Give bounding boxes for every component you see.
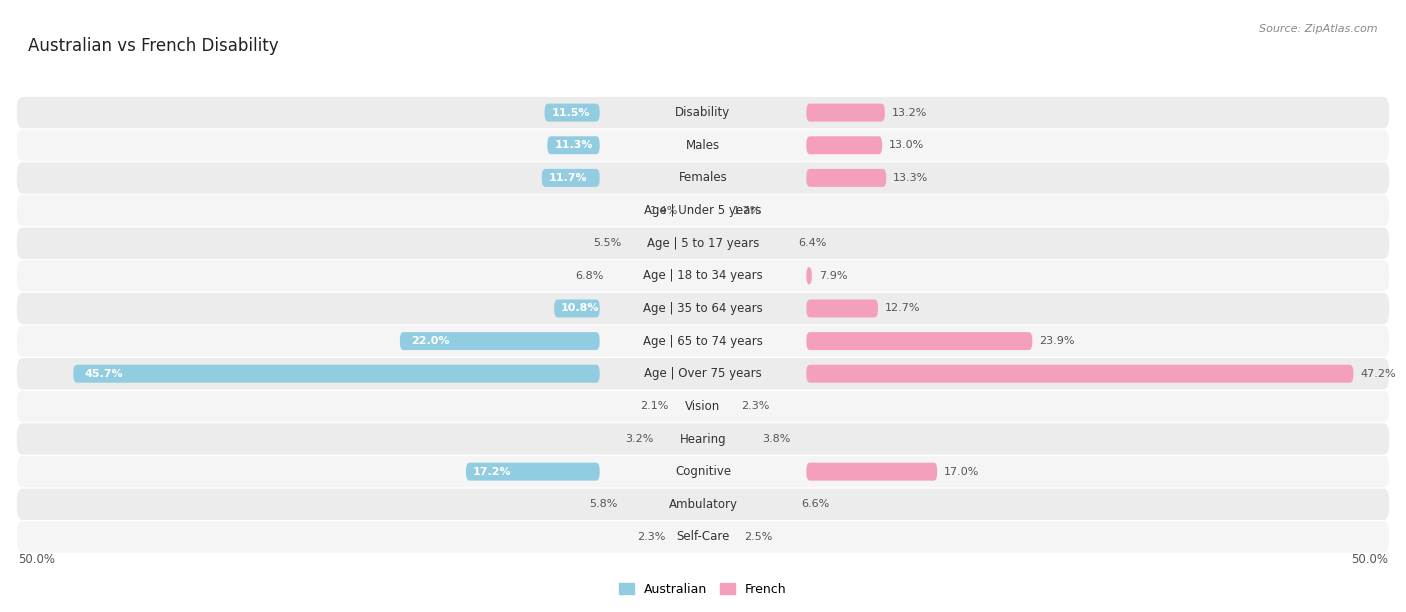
Text: Age | Over 75 years: Age | Over 75 years <box>644 367 762 380</box>
FancyBboxPatch shape <box>17 390 1389 422</box>
FancyBboxPatch shape <box>547 136 599 154</box>
Text: 45.7%: 45.7% <box>84 368 122 379</box>
Text: 11.5%: 11.5% <box>551 108 591 118</box>
FancyBboxPatch shape <box>17 358 1389 389</box>
FancyBboxPatch shape <box>465 463 599 480</box>
FancyBboxPatch shape <box>17 130 1389 161</box>
Text: 1.7%: 1.7% <box>734 206 762 215</box>
Text: 5.8%: 5.8% <box>589 499 617 509</box>
Text: Australian vs French Disability: Australian vs French Disability <box>28 37 278 54</box>
Text: 17.0%: 17.0% <box>945 466 980 477</box>
FancyBboxPatch shape <box>807 365 1354 382</box>
Text: Self-Care: Self-Care <box>676 531 730 543</box>
FancyBboxPatch shape <box>17 195 1389 226</box>
FancyBboxPatch shape <box>544 103 599 122</box>
Text: Age | 5 to 17 years: Age | 5 to 17 years <box>647 237 759 250</box>
Text: 23.9%: 23.9% <box>1039 336 1074 346</box>
FancyBboxPatch shape <box>17 488 1389 520</box>
FancyBboxPatch shape <box>807 267 811 285</box>
Text: Hearing: Hearing <box>679 433 727 446</box>
FancyBboxPatch shape <box>807 332 1032 350</box>
Text: 1.4%: 1.4% <box>650 206 678 215</box>
Text: 13.3%: 13.3% <box>893 173 928 183</box>
Text: Females: Females <box>679 171 727 184</box>
Text: 12.7%: 12.7% <box>884 304 921 313</box>
Text: Cognitive: Cognitive <box>675 465 731 478</box>
Text: Disability: Disability <box>675 106 731 119</box>
Text: Age | Under 5 years: Age | Under 5 years <box>644 204 762 217</box>
Text: Ambulatory: Ambulatory <box>668 498 738 511</box>
Text: 2.1%: 2.1% <box>640 401 669 411</box>
FancyBboxPatch shape <box>807 299 877 318</box>
FancyBboxPatch shape <box>17 424 1389 455</box>
Legend: Australian, French: Australian, French <box>614 578 792 601</box>
FancyBboxPatch shape <box>541 169 599 187</box>
Text: 13.2%: 13.2% <box>891 108 927 118</box>
Text: 6.6%: 6.6% <box>801 499 830 509</box>
Text: 22.0%: 22.0% <box>411 336 450 346</box>
Text: Age | 18 to 34 years: Age | 18 to 34 years <box>643 269 763 282</box>
Text: 47.2%: 47.2% <box>1360 368 1396 379</box>
Text: Source: ZipAtlas.com: Source: ZipAtlas.com <box>1260 24 1378 34</box>
FancyBboxPatch shape <box>399 332 599 350</box>
Text: 13.0%: 13.0% <box>889 140 924 151</box>
Text: 50.0%: 50.0% <box>1351 553 1388 566</box>
Text: 2.5%: 2.5% <box>744 532 773 542</box>
Text: Males: Males <box>686 139 720 152</box>
Text: 5.5%: 5.5% <box>593 238 621 248</box>
FancyBboxPatch shape <box>17 521 1389 553</box>
FancyBboxPatch shape <box>17 326 1389 357</box>
FancyBboxPatch shape <box>73 365 599 382</box>
Text: 6.4%: 6.4% <box>799 238 827 248</box>
FancyBboxPatch shape <box>807 103 884 122</box>
Text: Age | 65 to 74 years: Age | 65 to 74 years <box>643 335 763 348</box>
Text: 2.3%: 2.3% <box>741 401 770 411</box>
FancyBboxPatch shape <box>17 456 1389 487</box>
Text: 7.9%: 7.9% <box>818 271 848 281</box>
FancyBboxPatch shape <box>807 136 882 154</box>
Text: Vision: Vision <box>685 400 721 413</box>
Text: Age | 35 to 64 years: Age | 35 to 64 years <box>643 302 763 315</box>
Text: 50.0%: 50.0% <box>18 553 55 566</box>
Text: 17.2%: 17.2% <box>472 466 512 477</box>
Text: 11.7%: 11.7% <box>548 173 588 183</box>
Text: 6.8%: 6.8% <box>575 271 603 281</box>
Text: 11.3%: 11.3% <box>554 140 593 151</box>
FancyBboxPatch shape <box>17 162 1389 193</box>
FancyBboxPatch shape <box>807 463 938 480</box>
FancyBboxPatch shape <box>17 97 1389 129</box>
FancyBboxPatch shape <box>554 299 599 318</box>
Text: 10.8%: 10.8% <box>561 304 599 313</box>
Text: 2.3%: 2.3% <box>637 532 666 542</box>
Text: 3.2%: 3.2% <box>626 434 654 444</box>
FancyBboxPatch shape <box>17 228 1389 259</box>
FancyBboxPatch shape <box>807 169 886 187</box>
FancyBboxPatch shape <box>17 260 1389 291</box>
Text: 3.8%: 3.8% <box>762 434 790 444</box>
FancyBboxPatch shape <box>17 293 1389 324</box>
